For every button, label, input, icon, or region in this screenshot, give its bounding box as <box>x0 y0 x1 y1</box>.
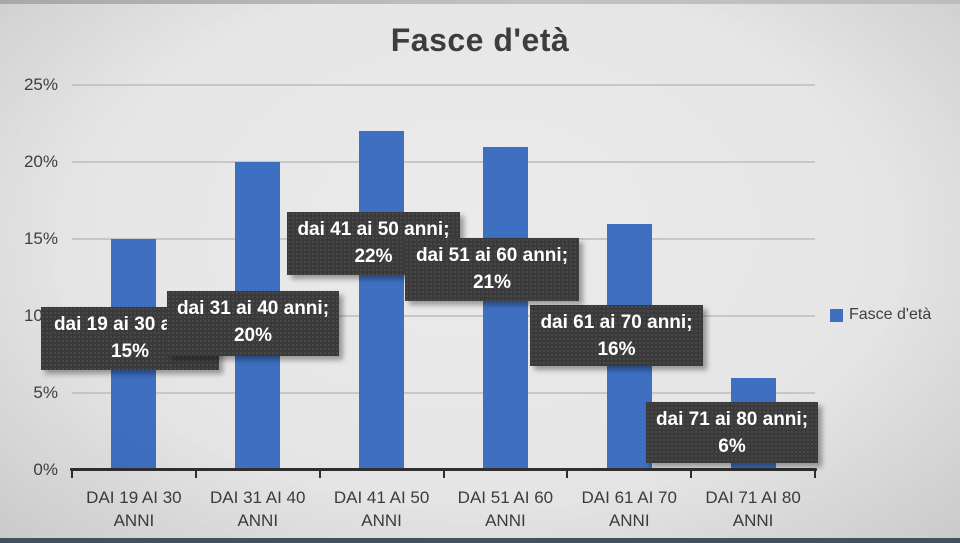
x-tick-label: DAI 41 AI 50 ANNI <box>333 488 430 530</box>
x-axis-tick <box>318 468 321 478</box>
x-tick-label: DAI 19 AI 30 ANNI <box>86 488 182 530</box>
x-axis-tick <box>194 468 197 478</box>
legend-label: Fasce d'età <box>849 306 932 323</box>
data-label-value: 21% <box>472 272 512 293</box>
data-label-31-40: dai 31 ai 40 anni; 20% <box>167 291 339 356</box>
data-label-category: dai 51 ai 60 anni; <box>415 245 569 266</box>
gridline <box>72 315 815 317</box>
x-axis-tick <box>814 468 816 478</box>
bar-dai-51-ai-60-anni <box>482 146 528 470</box>
data-label-51-60: dai 51 ai 60 anni; 21% <box>405 238 579 301</box>
chart-title: Fasce d'età <box>390 22 570 58</box>
bar-dai-41-ai-50-anni <box>359 131 405 470</box>
x-tick-label: DAI 51 AI 60 ANNI <box>457 488 554 530</box>
data-label-value: 16% <box>597 339 636 360</box>
data-label-category: dai 71 ai 80 anni; <box>655 409 809 430</box>
x-axis-tick <box>566 468 569 478</box>
gridline <box>72 84 815 86</box>
y-tick-label: 20% <box>23 152 58 171</box>
data-label-61-70: dai 61 ai 70 anni; 16% <box>530 305 703 366</box>
legend-swatch-icon <box>830 308 843 322</box>
data-label-value: 22% <box>354 246 393 267</box>
legend: Fasce d'età <box>830 306 931 324</box>
x-axis-tick <box>442 468 445 478</box>
data-label-value: 15% <box>110 341 150 362</box>
y-tick-label: 25% <box>23 75 58 94</box>
x-tick-label: DAI 71 AI 80 ANNI <box>705 488 801 530</box>
bottom-edge-strip <box>0 538 960 543</box>
y-tick-label: 0% <box>33 460 58 479</box>
x-axis-tick <box>690 468 693 478</box>
x-tick-label: DAI 61 AI 70 ANNI <box>581 488 677 530</box>
data-label-category: dai 31 ai 40 anni; <box>176 298 330 319</box>
y-tick-label: 15% <box>23 229 58 248</box>
data-label-71-80: dai 71 ai 80 anni; 6% <box>646 402 818 463</box>
y-tick-label: 5% <box>33 383 58 402</box>
data-label-value: 20% <box>233 325 273 346</box>
x-tick-label: DAI 31 AI 40 ANNI <box>210 488 306 530</box>
data-label-category: dai 41 ai 50 anni; <box>297 219 450 240</box>
gridline <box>72 161 815 163</box>
top-edge-strip <box>0 0 960 4</box>
x-axis-tick <box>71 468 73 478</box>
data-label-category: dai 61 ai 70 anni; <box>540 312 693 333</box>
data-label-value: 6% <box>718 436 746 457</box>
gridline <box>72 392 815 394</box>
